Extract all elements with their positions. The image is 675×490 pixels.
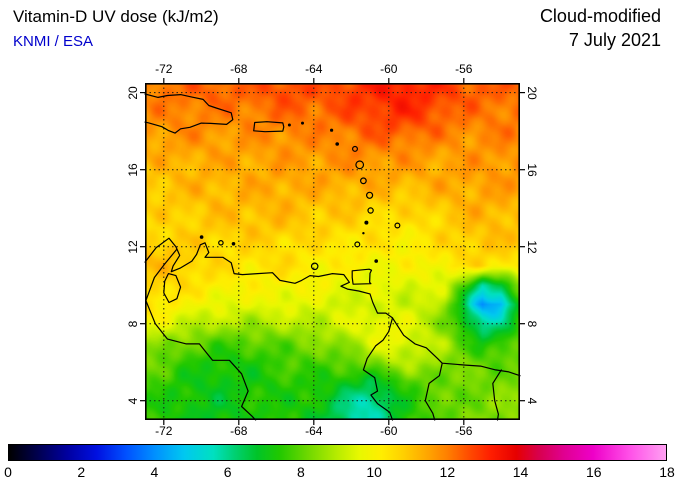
island-dot <box>362 232 365 235</box>
lon-tick-label-top: -60 <box>380 62 398 76</box>
coastline <box>253 121 285 133</box>
colorbar-tick-label: 18 <box>659 464 675 480</box>
lat-tick-label-left: 20 <box>126 85 140 100</box>
island-outline <box>359 177 367 185</box>
colorbar-gradient <box>8 444 667 461</box>
date-label: 7 July 2021 <box>568 30 661 50</box>
island-outline <box>366 191 374 199</box>
colorbar-tick-label: 8 <box>296 464 305 480</box>
island-outline <box>367 207 374 214</box>
uv-heatmap-canvas <box>145 83 520 420</box>
island-dot <box>199 235 204 239</box>
island-outline <box>218 240 224 246</box>
coastline <box>351 268 373 285</box>
lat-tick-label-left: 4 <box>126 397 140 405</box>
colorbar-tick-label: 12 <box>439 464 456 480</box>
island-dot <box>231 242 236 246</box>
island-outline <box>355 160 365 170</box>
lon-tick-label-top: -72 <box>155 62 173 76</box>
lat-tick-label-right: 4 <box>525 397 539 405</box>
coastline <box>163 273 182 304</box>
lat-tick-label-right: 16 <box>525 162 539 177</box>
lat-tick-label-left: 16 <box>126 162 140 177</box>
island-dot <box>364 220 369 225</box>
country-border <box>492 369 502 421</box>
lat-tick-label-left: 8 <box>126 320 140 328</box>
island-outline <box>354 241 361 248</box>
island-dot <box>335 142 339 146</box>
island-outline <box>310 262 319 271</box>
coastline <box>144 93 234 134</box>
lon-tick-label-bottom: -72 <box>155 424 173 438</box>
lon-tick-label-bottom: -56 <box>455 424 473 438</box>
island-outline <box>352 145 359 152</box>
island-outline <box>394 222 401 229</box>
figure-title: Vitamin-D UV dose (kJ/m2) <box>13 7 219 26</box>
colorbar-tick-label: 2 <box>77 464 86 480</box>
lat-tick-label-right: 20 <box>525 85 539 100</box>
country-border <box>424 362 443 421</box>
lat-tick-label-right: 8 <box>525 320 539 328</box>
colorbar-tick-label: 16 <box>585 464 602 480</box>
data-source-label: KNMI / ESA <box>13 33 94 50</box>
colorbar-tick-label: 0 <box>4 464 12 480</box>
lon-tick-label-bottom: -64 <box>305 424 323 438</box>
island-dot <box>287 123 291 127</box>
island-dot <box>374 259 378 263</box>
map-frame <box>145 83 520 420</box>
lat-tick-label-right: 12 <box>525 239 539 254</box>
lon-tick-label-bottom: -68 <box>230 424 248 438</box>
lon-tick-label-top: -56 <box>455 62 473 76</box>
colorbar-tick-label: 10 <box>366 464 382 480</box>
lat-tick-label-left: 12 <box>126 239 140 254</box>
island-dot <box>301 121 304 125</box>
lon-tick-label-top: -64 <box>305 62 323 76</box>
coastline <box>144 237 521 377</box>
country-border <box>362 317 394 421</box>
lon-tick-label-top: -68 <box>230 62 248 76</box>
colorbar-tick-label: 14 <box>512 464 529 480</box>
lon-tick-label-bottom: -60 <box>380 424 398 438</box>
colorbar-tick-label: 6 <box>223 464 232 480</box>
product-type-label: Cloud-modified <box>539 6 661 26</box>
country-border <box>145 249 257 421</box>
map-overlay <box>140 78 525 425</box>
colorbar-tick-label: 4 <box>150 464 159 480</box>
island-dot <box>330 128 334 132</box>
